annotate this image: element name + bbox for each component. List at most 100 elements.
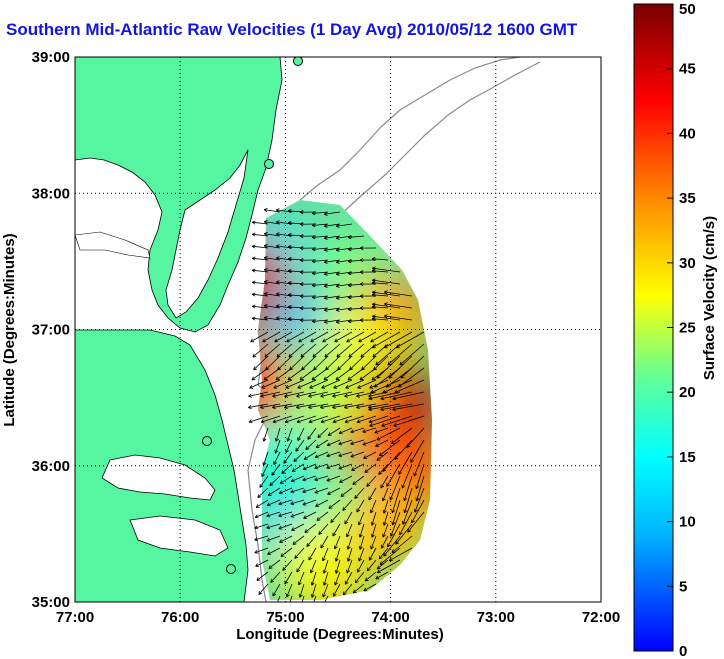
velocity-arrow [314, 487, 329, 494]
velocity-arrow [363, 451, 377, 459]
velocity-arrow [356, 403, 377, 410]
velocity-arrow [374, 427, 389, 434]
velocity-arrow [278, 487, 293, 495]
velocity-arrow [268, 559, 281, 569]
map-layer [75, 57, 541, 602]
velocity-arrow [321, 379, 341, 389]
velocity-arrow [369, 379, 389, 389]
velocity-arrow [345, 379, 365, 389]
velocity-arrow [368, 487, 377, 501]
velocity-arrow [323, 319, 341, 324]
colorbar-tick-label: 10 [679, 514, 696, 531]
velocity-arrow [310, 331, 329, 343]
velocity-arrows [248, 208, 425, 602]
velocity-arrow [284, 391, 305, 398]
velocity-arrow [316, 511, 329, 521]
velocity-arrow [263, 208, 281, 213]
velocity-arrow [321, 547, 329, 562]
colorbar-tick-label: 5 [679, 578, 687, 595]
x-tick-label: 75:00 [266, 609, 304, 626]
velocity-arrow [370, 511, 377, 526]
velocity-arrow [395, 523, 413, 545]
velocity-arrow [311, 259, 329, 264]
velocity-arrow [251, 232, 269, 237]
velocity-arrow [364, 463, 377, 473]
velocity-arrow [263, 367, 281, 381]
velocity-arrow [358, 547, 365, 562]
velocity-arrow [302, 487, 317, 494]
velocity-arrow [255, 559, 269, 567]
velocity-arrow [273, 379, 293, 389]
velocity-arrow [281, 463, 293, 474]
velocity-arrow [308, 415, 329, 424]
velocity-arrow [311, 235, 329, 240]
velocity-arrow [297, 379, 317, 389]
velocity-arrow [393, 415, 425, 427]
velocity-arrow [344, 415, 365, 424]
velocity-arrow [368, 391, 401, 401]
velocity-arrow [340, 487, 353, 497]
velocity-arrow [317, 427, 329, 438]
velocity-arrow [251, 316, 269, 321]
velocity-arrow [369, 499, 377, 514]
velocity-arrow [370, 523, 377, 538]
velocity-arrow [380, 475, 389, 489]
bay-water [165, 149, 249, 319]
velocity-arrow [299, 210, 317, 215]
velocity-arrow [368, 415, 389, 424]
velocity-arrow [392, 403, 425, 412]
velocity-arrow [398, 451, 413, 475]
velocity-arrow [344, 511, 353, 525]
velocity-arrow [251, 268, 269, 273]
velocity-arrow [274, 331, 293, 343]
velocity-arrow [299, 294, 317, 299]
sound-water-south [129, 515, 229, 557]
velocity-arrow [375, 439, 389, 447]
y-tick-label: 39:00 [32, 49, 70, 66]
colorbar-tick-label: 45 [679, 61, 696, 78]
velocity-arrow [305, 439, 317, 450]
velocity-arrow [263, 280, 281, 285]
velocity-arrow [254, 523, 269, 530]
velocity-arrow [391, 499, 401, 526]
river-water [75, 231, 151, 259]
velocity-arrow [368, 403, 401, 412]
velocity-cell [258, 239, 291, 324]
colorbar-tick-label: 25 [679, 320, 696, 337]
bathymetry-contour [299, 57, 521, 201]
velocity-arrow [380, 391, 413, 401]
velocity-arrow [260, 415, 281, 424]
velocity-arrow [392, 391, 425, 401]
sound-water [101, 454, 216, 501]
velocity-arrow [366, 559, 377, 572]
velocity-arrow [320, 535, 329, 549]
velocity-arrow [415, 475, 425, 502]
velocity-arrow [263, 244, 281, 249]
velocity-arrow [334, 547, 341, 562]
y-axis-label: Latitude (Degrees:Minutes) [1, 233, 18, 426]
velocity-arrow [289, 595, 293, 602]
velocity-arrow [372, 290, 401, 297]
velocity-arrow [253, 355, 269, 371]
velocity-arrow [277, 595, 281, 602]
velocity-arrow [298, 331, 317, 343]
velocity-arrow [278, 523, 293, 530]
velocity-arrow [311, 319, 329, 324]
velocity-arrow [330, 511, 341, 523]
velocity-arrow [322, 583, 329, 598]
colorbar-tick-label: 15 [679, 449, 696, 466]
velocity-arrow [311, 307, 329, 312]
colorbar [633, 3, 674, 652]
velocity-arrow [263, 316, 281, 321]
velocity-arrow [399, 343, 425, 366]
velocity-arrow [362, 427, 377, 434]
velocity-arrow [323, 259, 341, 264]
velocity-arrow [338, 451, 353, 458]
velocity-arrow [285, 379, 305, 389]
velocity-arrow [370, 535, 377, 550]
velocity-arrow [262, 427, 269, 442]
velocity-arrow [333, 535, 341, 550]
colorbar-tick-label: 50 [679, 1, 696, 18]
velocity-arrow [255, 499, 269, 508]
